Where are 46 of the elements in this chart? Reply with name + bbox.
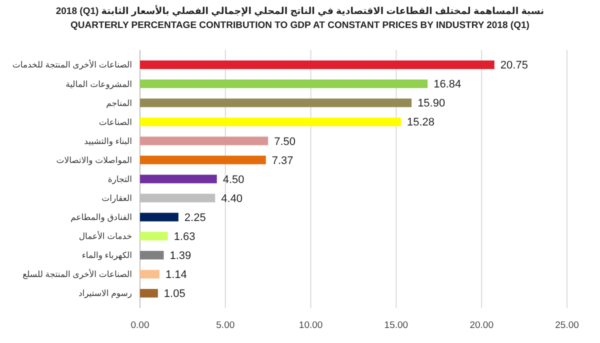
- bar: [140, 270, 160, 278]
- data-label: 7.37: [272, 154, 294, 167]
- bar: [140, 288, 158, 298]
- bar: [140, 60, 494, 70]
- y-tick-label: المواصلات والاتصالات: [56, 154, 132, 166]
- chart-title: نسبة المساهمة لمختلف القطاعات الاقتصادية في الناتج المحلي الإجمالي الفصلي بالأسعار الثابتة (Q1) 2018: [56, 5, 544, 17]
- x-tick-label: 25.00: [555, 320, 579, 331]
- bar: [140, 212, 178, 222]
- data-label: 1.14: [165, 269, 187, 282]
- y-tick-label: المشروعات المالية: [66, 78, 132, 90]
- bar: [140, 232, 168, 240]
- y-tick-label: البناء والتشييد: [84, 136, 132, 147]
- data-label: 16.84: [434, 78, 462, 91]
- y-tick-label: التجارة: [108, 174, 132, 185]
- data-label: 7.50: [274, 136, 296, 148]
- data-label: 1.63: [174, 230, 196, 243]
- bar: [140, 156, 266, 164]
- chart-subtitle: QUARTERLY PERCENTAGE CONTRIBUTION TO GDP AT CONSTANT PRICES BY INDUSTRY 2018 (Q1): [70, 20, 530, 31]
- y-tick-label: المناجم: [106, 98, 132, 109]
- data-label: 1.39: [170, 250, 192, 262]
- x-tick-label: 5.00: [216, 320, 235, 331]
- y-tick-label: الصناعات الأخرى المنتجة للسلع: [22, 268, 132, 280]
- data-label: 15.28: [406, 116, 435, 129]
- data-label: 20.75: [500, 60, 528, 72]
- bar: [140, 118, 401, 126]
- x-tick-label: 10.00: [298, 320, 323, 331]
- y-tick-label: الصناعات الأخرى المنتجة للخدمات: [12, 58, 132, 71]
- data-label: 1.05: [164, 288, 186, 300]
- bar: [140, 80, 428, 88]
- y-tick-label: الصناعات: [98, 116, 132, 127]
- data-label: 15.90: [418, 98, 446, 110]
- data-label: 2.25: [184, 212, 206, 224]
- data-label: 4.40: [221, 192, 243, 205]
- bar: [140, 174, 217, 184]
- x-tick-label: 15.00: [384, 320, 408, 331]
- y-tick-label: العقارات: [102, 193, 132, 204]
- y-tick-label: رسوم الاستيراد: [78, 288, 132, 300]
- data-label: 4.50: [222, 174, 244, 186]
- bar: [140, 98, 412, 108]
- x-tick-label: 0.00: [130, 320, 150, 331]
- y-tick-label: الكهرباء والماء: [82, 250, 132, 262]
- y-tick-label: خدمات الأعمال: [78, 230, 132, 242]
- x-tick-label: 20.00: [470, 320, 494, 331]
- bar: [140, 136, 268, 146]
- y-tick-label: الفنادق والمطاعم: [70, 212, 132, 224]
- bar: [140, 250, 164, 260]
